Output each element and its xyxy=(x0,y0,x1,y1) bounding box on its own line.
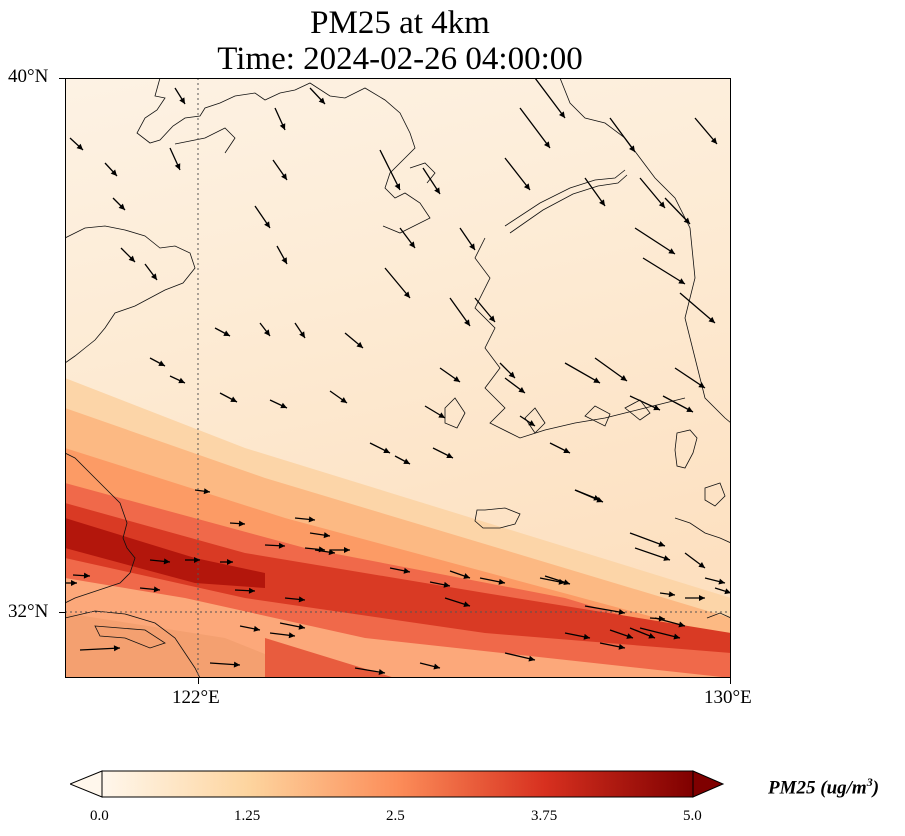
colorbar-tick-4: 5.0 xyxy=(683,808,702,824)
lat-tick-32 xyxy=(59,612,65,613)
lat-tick-40 xyxy=(59,78,65,79)
colorbar-extend-low xyxy=(70,770,103,798)
colorbar-tick-2: 2.5 xyxy=(386,808,405,824)
map-plot-area xyxy=(65,77,732,678)
colorbar-tick-3: 3.75 xyxy=(531,808,558,824)
colorbar-tick-1: 1.25 xyxy=(234,808,261,824)
lon-label-130e: 130°E xyxy=(704,687,752,708)
colorbar-extend-high xyxy=(692,770,725,798)
map-title-line2: Time: 2024-02-26 04:00:00 xyxy=(217,41,583,77)
coastlines xyxy=(65,78,731,678)
colorbar-label: PM25 (ug/m3) xyxy=(768,775,880,799)
colorbar xyxy=(70,770,725,798)
lon-tick-130 xyxy=(730,678,731,684)
colorbar-gradient xyxy=(101,770,694,798)
lon-label-122e: 122°E xyxy=(172,687,220,708)
colorbar-tick-0: 0.0 xyxy=(90,808,109,824)
map-canvas xyxy=(65,77,732,678)
map-title-line1: PM25 at 4km xyxy=(310,5,490,41)
lon-tick-122 xyxy=(198,678,199,684)
lat-label-32n: 32°N xyxy=(8,601,49,622)
lat-label-40n: 40°N xyxy=(8,66,49,87)
pm25-plume xyxy=(65,378,731,678)
map-frame xyxy=(65,78,731,678)
wind-vectors xyxy=(65,77,732,675)
